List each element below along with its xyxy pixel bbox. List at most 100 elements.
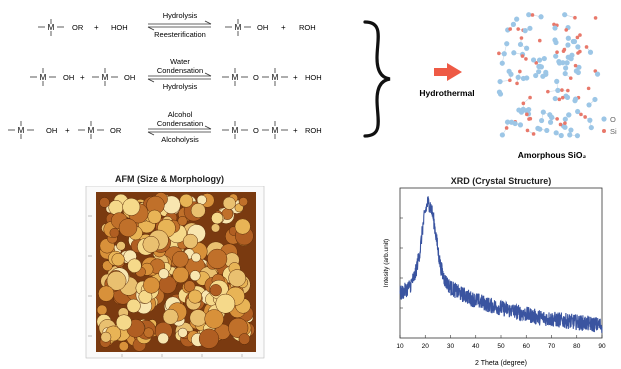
afm-grain [228, 269, 246, 287]
x-tick-label: 20 [422, 343, 430, 350]
afm-grain [157, 332, 169, 345]
metal-symbol: M [18, 126, 25, 135]
silicon-atom [515, 81, 519, 86]
silicon-atom [516, 27, 520, 31]
afm-grain [122, 198, 141, 216]
silicon-atom [521, 101, 526, 106]
x-tick-label: 90 [598, 343, 606, 350]
oxygen-atom [510, 21, 517, 27]
x-tick-label: 40 [472, 343, 480, 350]
silicon-atom [558, 122, 563, 127]
afm-grain [98, 285, 115, 302]
group-label: OH [257, 23, 268, 32]
afm-grain [118, 218, 138, 237]
oxygen-atom [553, 53, 559, 59]
oxygen-atom [588, 124, 594, 131]
x-tick-label: 60 [523, 343, 531, 350]
oxygen-atom [562, 124, 568, 130]
oxygen-atom [575, 108, 581, 115]
oxygen-atom [587, 117, 593, 123]
x-tick-label: 80 [573, 343, 581, 350]
x-tick-label: 70 [548, 343, 556, 350]
silicon-atom [575, 35, 580, 40]
oxygen-atom [522, 28, 528, 34]
afm-grain [238, 197, 248, 207]
afm-grain [177, 327, 188, 338]
silicon-atom [504, 126, 509, 130]
oxygen-legend-label: O [610, 115, 616, 124]
silicon-atom [520, 54, 525, 58]
afm-grain [126, 298, 141, 313]
oxygen-atom [538, 64, 544, 70]
silicon-atom [525, 112, 529, 117]
oxygen-atom [576, 64, 582, 70]
arrow-label-bottom: Reesterification [154, 30, 206, 39]
afm-grain [211, 223, 221, 233]
oxygen-atom [554, 78, 560, 84]
afm-grain [142, 235, 160, 253]
silicon-atom [518, 69, 522, 74]
group-label: OR [110, 126, 122, 135]
oxygen-atom [517, 41, 524, 48]
x-tick-label: 50 [497, 343, 505, 350]
oxygen-atom [571, 38, 578, 45]
plus-sign: + [80, 73, 85, 82]
oxygen-atom [574, 133, 581, 139]
metal-symbol: M [102, 73, 109, 82]
metal-symbol: M [48, 23, 55, 32]
arrow-label-bottom: Hydrolysis [163, 82, 198, 91]
oxygen-atom [530, 57, 537, 63]
afm-grain [207, 248, 228, 269]
xrd-series-line [399, 196, 603, 333]
metal-symbol: M [232, 126, 239, 135]
afm-image [85, 186, 265, 359]
afm-grain [162, 308, 179, 325]
afm-grain [109, 227, 120, 238]
silicon-atom [583, 115, 587, 119]
afm-grain [100, 331, 112, 343]
plus-sign: + [293, 73, 298, 82]
silicon-atom [497, 51, 501, 56]
silicon-atom [555, 117, 559, 121]
oxygen-atom [552, 37, 558, 43]
afm-grain [222, 196, 236, 210]
metal-symbol: M [272, 73, 279, 82]
silicon-atom [534, 61, 539, 65]
oxygen-atom [558, 132, 564, 139]
afm-grain [111, 253, 125, 267]
afm-grain [183, 280, 196, 292]
oxygen-atom [511, 50, 517, 56]
silicon-atom [560, 95, 565, 100]
y-axis-label: Intesity (arb.unit) [383, 239, 390, 287]
x-tick-label: 10 [396, 343, 404, 350]
oxygen-atom [587, 49, 594, 55]
arrow-label-top: Condensation [157, 66, 203, 75]
oxygen-atom [552, 25, 558, 31]
silicon-atom [528, 116, 533, 121]
oxygen-atom [573, 68, 579, 74]
curly-brace [363, 20, 391, 138]
oxygen-atom [524, 45, 530, 51]
arrow-label-top: Alcohol [168, 110, 193, 119]
silicon-atom [524, 57, 528, 61]
oxygen-atom [552, 95, 558, 102]
group-label: OH [124, 73, 135, 82]
oxygen-atom [540, 109, 546, 115]
group-label: O [253, 126, 259, 135]
oxygen-atom [497, 78, 503, 85]
afm-grain [158, 275, 177, 294]
oxygen-atom [543, 71, 549, 77]
arrow-label-bottom: Alcoholysis [161, 135, 199, 144]
silicon-atom [593, 16, 598, 20]
group-label: OH [63, 73, 74, 82]
oxygen-atom [564, 60, 570, 66]
silicon-atom [557, 97, 562, 102]
silicon-legend-label: Si [610, 127, 617, 136]
oxygen-atom [515, 74, 521, 80]
group-label: OR [72, 23, 84, 32]
reaction-scheme: M OR + HOH Hydrolysis Reesterification M… [8, 11, 617, 160]
silicon-atom [525, 128, 530, 133]
afm-grain [189, 270, 201, 282]
afm-grain [143, 276, 160, 294]
oxygen-atom [536, 69, 542, 75]
